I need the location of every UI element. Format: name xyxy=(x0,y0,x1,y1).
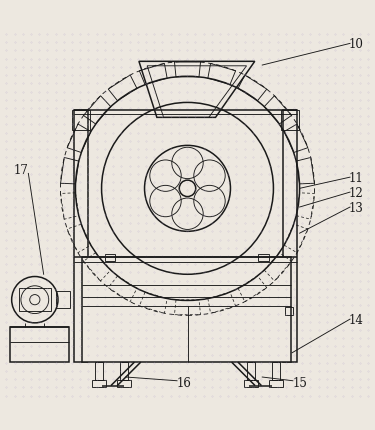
Text: 17: 17 xyxy=(14,164,28,177)
Bar xyxy=(92,380,106,387)
Bar xyxy=(95,362,103,380)
Bar xyxy=(272,362,280,380)
Bar xyxy=(247,362,255,380)
Bar xyxy=(19,289,51,312)
Bar xyxy=(283,111,297,362)
Bar xyxy=(269,380,283,387)
Bar xyxy=(105,255,115,261)
Text: 11: 11 xyxy=(349,171,364,184)
Text: 13: 13 xyxy=(349,201,364,214)
Bar xyxy=(74,111,88,362)
Text: 15: 15 xyxy=(292,376,307,389)
Text: 12: 12 xyxy=(349,186,364,199)
Circle shape xyxy=(12,277,58,323)
Bar xyxy=(72,111,90,131)
Bar xyxy=(82,258,291,362)
Bar xyxy=(10,327,69,362)
Bar xyxy=(120,362,128,380)
Text: 14: 14 xyxy=(349,313,364,326)
Text: 10: 10 xyxy=(349,38,364,51)
Bar xyxy=(258,255,269,261)
Bar xyxy=(56,292,70,308)
Bar xyxy=(285,307,293,316)
Bar xyxy=(244,380,258,387)
Bar xyxy=(281,111,299,131)
Bar xyxy=(117,380,131,387)
Text: 16: 16 xyxy=(176,376,191,389)
